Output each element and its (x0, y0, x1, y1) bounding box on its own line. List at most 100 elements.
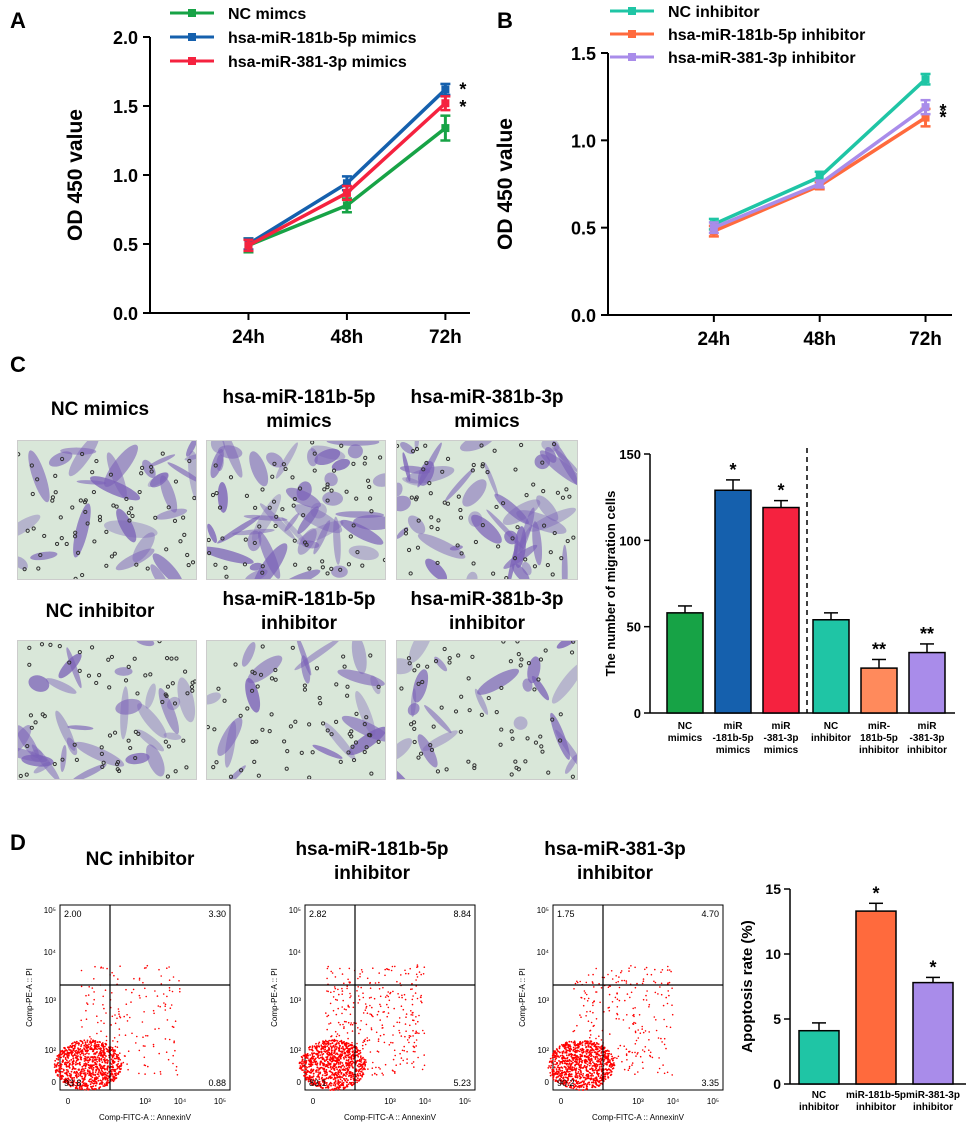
event-dot (332, 1039, 335, 1042)
event-dot (80, 969, 83, 972)
event-dot (548, 1065, 550, 1067)
event-dot (646, 990, 648, 992)
event-dot (101, 1077, 104, 1079)
event-dot (346, 1070, 349, 1072)
event-dot (390, 1041, 392, 1044)
event-dot (89, 1036, 91, 1038)
event-dot (312, 1075, 315, 1077)
event-dot (566, 1060, 569, 1062)
data-point (441, 99, 450, 108)
cell-shape (471, 514, 502, 544)
event-dot (336, 1046, 338, 1048)
y-tick-label: 10² (44, 1046, 56, 1055)
membrane-pore (344, 489, 349, 494)
event-dot (581, 1061, 583, 1064)
event-dot (74, 1072, 77, 1074)
cell-shape (45, 678, 77, 694)
event-dot (68, 1083, 70, 1086)
event-dot (350, 1058, 353, 1061)
event-dot (603, 1054, 606, 1057)
membrane-pore (378, 455, 383, 460)
event-dot (322, 1083, 325, 1086)
event-dot (310, 1069, 312, 1072)
event-dot (324, 1064, 326, 1066)
membrane-pore (126, 664, 131, 670)
event-dot (586, 1011, 588, 1013)
event-dot (596, 1063, 598, 1066)
event-dot (580, 1063, 582, 1066)
event-dot (97, 1071, 100, 1073)
event-dot (82, 1064, 85, 1067)
membrane-pore (518, 663, 523, 668)
membrane-pore (369, 509, 374, 514)
event-dot (579, 1055, 582, 1058)
event-dot (116, 1046, 119, 1048)
event-dot (625, 1053, 628, 1055)
event-dot (583, 1064, 586, 1067)
membrane-pore (126, 510, 131, 515)
event-dot (566, 1062, 569, 1065)
significance-mark: * (729, 460, 736, 480)
event-dot (132, 988, 135, 991)
cell-shape (397, 658, 413, 675)
membrane-pore (173, 769, 178, 774)
event-dot (85, 1050, 87, 1053)
event-dot (406, 1058, 408, 1060)
event-dot (367, 1068, 369, 1070)
cell-shape (331, 458, 351, 471)
event-dot (53, 1066, 56, 1068)
event-dot (350, 1081, 353, 1084)
event-dot (329, 1042, 332, 1045)
event-dot (99, 1058, 101, 1061)
y-tick-label: 10⁵ (44, 906, 56, 915)
membrane-pore (80, 451, 85, 457)
event-dot (105, 1035, 108, 1038)
event-dot (594, 1055, 597, 1058)
cell-shape (223, 765, 246, 779)
membrane-pore (526, 661, 532, 666)
event-dot (580, 1070, 582, 1073)
event-dot (101, 1070, 104, 1073)
event-dot (671, 1074, 673, 1076)
event-dot (331, 1035, 333, 1037)
event-dot (587, 1051, 589, 1054)
significance-mark: * (872, 883, 879, 903)
membrane-pore (250, 739, 255, 745)
event-dot (563, 1074, 566, 1076)
event-dot (143, 1056, 146, 1059)
cell-shape (266, 452, 284, 468)
event-dot (403, 1049, 405, 1052)
membrane-pore (455, 543, 460, 548)
data-point (815, 180, 824, 188)
membrane-pore (182, 669, 188, 674)
event-dot (570, 1040, 573, 1043)
membrane-pore (233, 662, 238, 667)
event-dot (568, 1054, 570, 1057)
membrane-pore (76, 550, 81, 555)
event-dot (610, 970, 613, 972)
membrane-pore (166, 505, 171, 510)
event-dot (93, 991, 95, 993)
event-dot (144, 1045, 146, 1047)
event-dot (598, 1035, 600, 1037)
event-dot (657, 993, 659, 995)
membrane-pore (541, 523, 547, 528)
cell-shape (324, 722, 356, 760)
event-dot (592, 1081, 595, 1084)
event-dot (88, 1066, 90, 1069)
event-dot (305, 1060, 308, 1062)
event-dot (107, 1079, 109, 1082)
significance-mark: ** (920, 624, 934, 644)
event-dot (302, 1064, 305, 1067)
event-dot (334, 1072, 336, 1075)
membrane-pore (346, 562, 352, 567)
event-dot (55, 1071, 57, 1074)
cell-shape (167, 462, 196, 484)
event-dot (370, 1027, 373, 1029)
event-dot (352, 1050, 354, 1053)
event-dot (323, 1046, 325, 1048)
membrane-pore (510, 536, 515, 541)
membrane-pore (164, 656, 170, 661)
event-dot (611, 1001, 614, 1003)
event-dot (411, 988, 413, 990)
